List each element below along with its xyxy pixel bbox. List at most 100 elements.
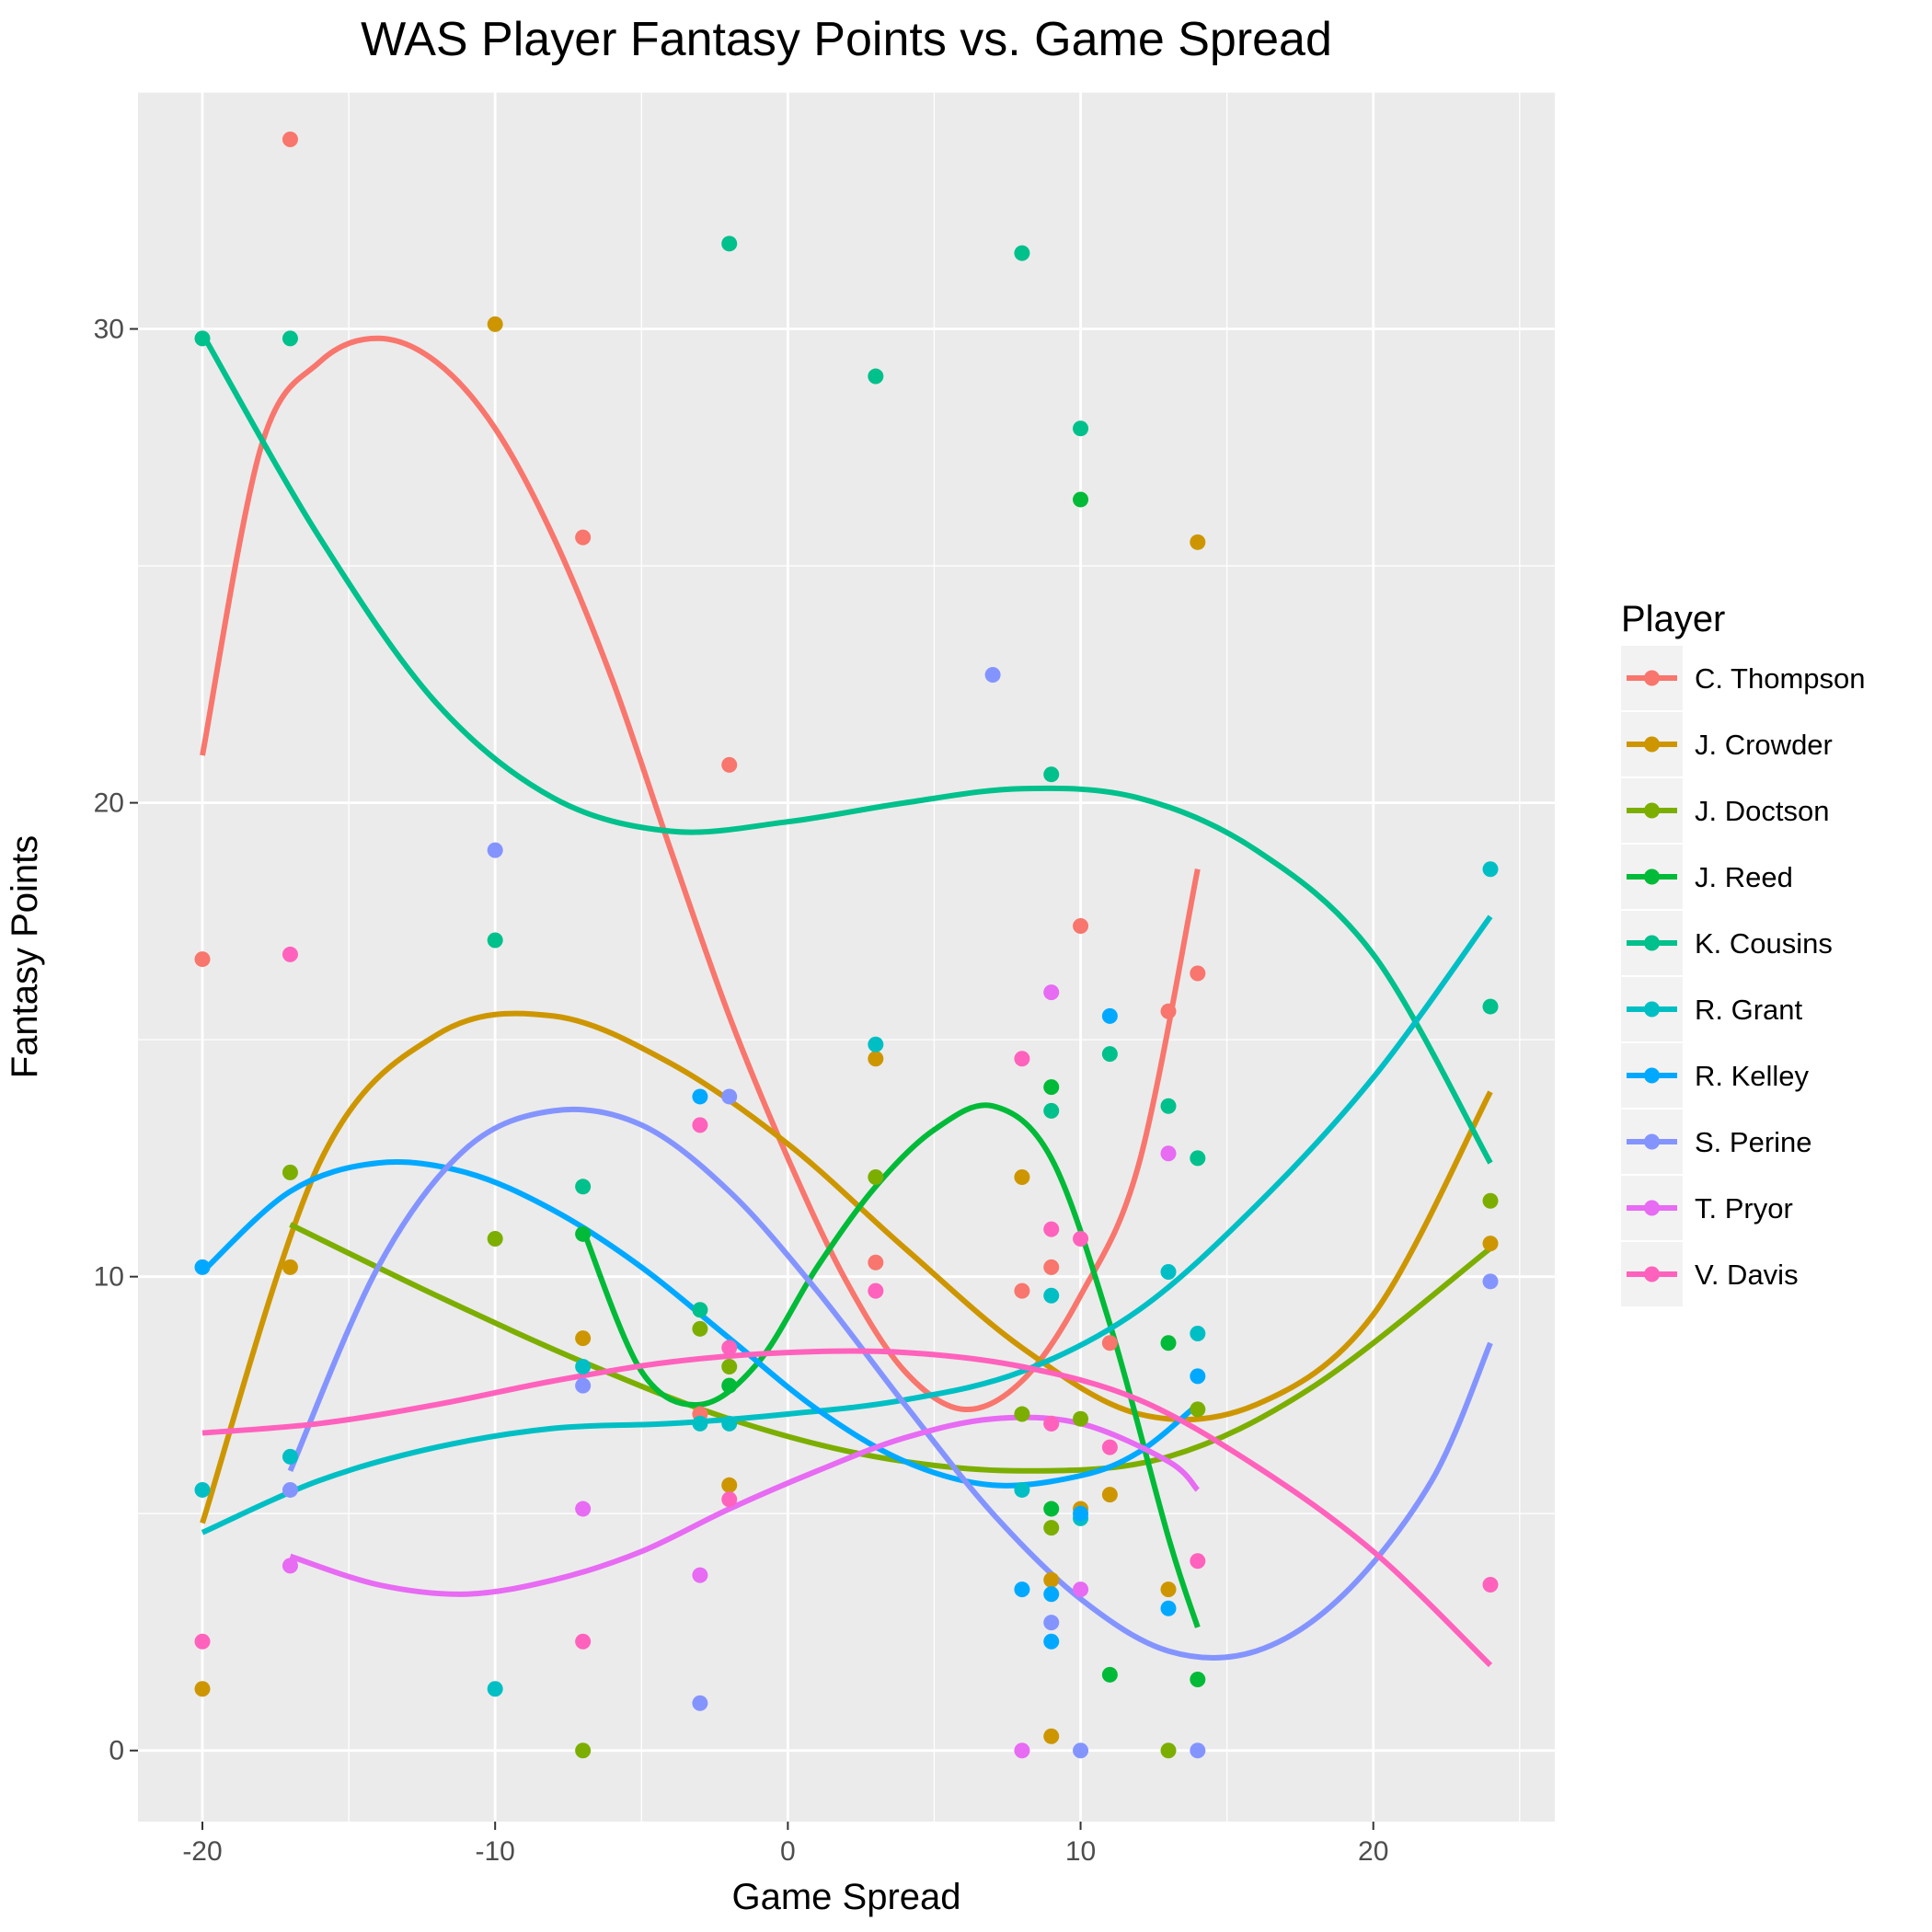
data-point-r-kelley [194,1259,211,1275]
legend-key-point-c-thompson [1644,670,1660,686]
y-tick-label: 20 [94,788,124,819]
data-point-j-doctson [1160,1742,1177,1759]
data-point-c-thompson [1073,918,1089,935]
x-tick-label: 20 [1358,1836,1388,1867]
data-point-j-reed [721,1377,738,1394]
data-point-v-davis [721,1491,738,1508]
fit-line-k-cousins [200,332,1493,1165]
data-point-c-thompson [1160,1003,1177,1019]
data-point-c-thompson [575,529,592,546]
data-point-r-grant [692,1415,708,1432]
fit-line-c-thompson [200,335,1201,1412]
data-point-k-cousins [282,330,298,347]
data-point-t-pryor [575,1501,592,1517]
data-point-j-crowder [1014,1169,1030,1186]
fit-line-j-doctson [289,1222,1492,1474]
fit-lines [200,332,1493,1668]
legend-key-point-j-crowder [1644,736,1660,753]
data-point-v-davis [575,1633,592,1650]
data-point-r-grant [1160,1264,1177,1281]
legend-title: Player [1621,599,1725,639]
data-point-c-thompson [1101,1335,1118,1351]
data-point-r-grant [282,1448,298,1465]
data-point-k-cousins [1014,245,1030,261]
data-points [194,132,1499,1759]
data-point-j-reed [1160,1335,1177,1351]
data-point-t-pryor [1043,984,1060,1001]
data-point-v-davis [282,946,298,962]
legend-label-s-perine: S. Perine [1695,1126,1812,1158]
data-point-v-davis [1190,1553,1206,1570]
data-point-k-cousins [487,932,503,949]
data-point-j-doctson [1482,1192,1499,1209]
legend-key-point-v-davis [1644,1266,1660,1282]
data-point-j-reed [1043,1501,1060,1517]
data-point-c-thompson [1014,1282,1030,1299]
x-axis-title: Game Spread [731,1877,960,1917]
data-point-c-thompson [194,951,211,968]
data-point-r-kelley [1073,1505,1089,1522]
data-point-c-thompson [282,132,298,148]
data-point-s-perine [1073,1742,1089,1759]
data-point-v-davis [1043,1221,1060,1237]
data-point-j-crowder [282,1259,298,1275]
data-point-s-perine [282,1481,298,1498]
data-point-r-kelley [1160,1600,1177,1616]
data-point-j-doctson [1190,1401,1206,1418]
data-point-j-crowder [194,1681,211,1697]
legend-key-point-k-cousins [1644,935,1660,951]
legend-label-j-doctson: J. Doctson [1695,795,1829,827]
data-point-c-thompson [1043,1259,1060,1275]
legend-key-point-j-reed [1644,868,1660,885]
data-point-k-cousins [575,1179,592,1195]
y-tick-label: 30 [94,315,124,345]
data-point-j-reed [575,1225,592,1242]
data-point-k-cousins [1073,420,1089,437]
data-point-j-crowder [868,1051,884,1067]
data-point-t-pryor [1073,1581,1089,1598]
y-tick-label: 10 [94,1262,124,1293]
data-point-v-davis [1073,1230,1089,1247]
fit-line-r-grant [201,914,1493,1535]
data-point-t-pryor [692,1567,708,1583]
data-point-r-grant [1014,1481,1030,1498]
data-point-j-crowder [1160,1581,1177,1598]
data-point-j-crowder [1101,1487,1118,1503]
x-tick-label: 0 [780,1836,796,1867]
data-point-t-pryor [1014,1742,1030,1759]
data-point-k-cousins [1160,1098,1177,1114]
legend-label-v-davis: V. Davis [1695,1259,1799,1291]
data-point-j-doctson [1014,1406,1030,1422]
data-point-r-kelley [1101,1007,1118,1024]
data-point-s-perine [487,842,503,858]
data-point-j-crowder [1043,1571,1060,1588]
data-point-r-grant [721,1415,738,1432]
data-point-k-cousins [1482,998,1499,1015]
data-point-r-kelley [1043,1586,1060,1603]
data-point-j-doctson [282,1164,298,1180]
x-axis: -20 -10 0 10 20 [182,1822,1388,1867]
data-point-r-grant [1190,1325,1206,1341]
data-point-j-reed [1190,1671,1206,1687]
x-tick-label: 10 [1065,1836,1096,1867]
fit-line-j-crowder [200,1010,1493,1524]
data-point-v-davis [194,1633,211,1650]
data-point-j-crowder [1190,534,1206,550]
y-axis-title: Fantasy Points [5,835,45,1079]
data-point-t-pryor [1160,1145,1177,1162]
data-point-s-perine [575,1377,592,1394]
legend-label-j-crowder: J. Crowder [1695,729,1833,761]
data-point-j-doctson [692,1320,708,1337]
data-point-j-reed [1043,1079,1060,1096]
data-point-v-davis [1101,1439,1118,1455]
legend-key-point-s-perine [1644,1133,1660,1150]
data-point-r-grant [487,1681,503,1697]
data-point-v-davis [1043,1415,1060,1432]
data-point-r-grant [575,1359,592,1375]
data-point-j-crowder [487,316,503,332]
y-axis: 0 10 20 30 [94,315,138,1766]
fit-line-v-davis [201,1348,1493,1668]
data-point-r-grant [194,1481,211,1498]
data-point-j-reed [1101,1666,1118,1683]
